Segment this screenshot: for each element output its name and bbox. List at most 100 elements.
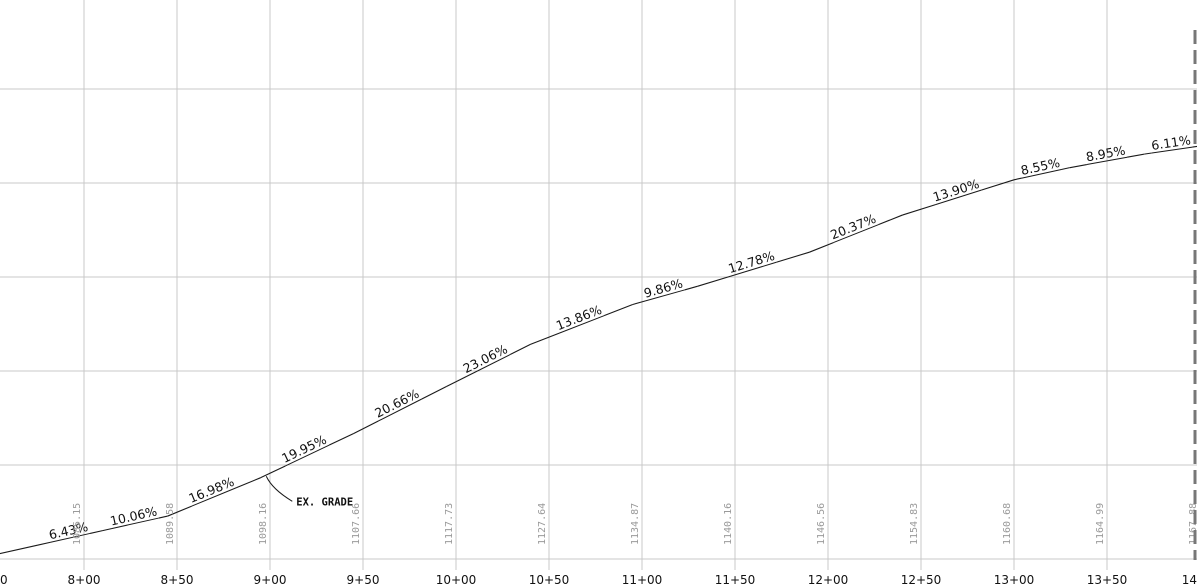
elevation-label: 1085.15 xyxy=(72,503,83,545)
elevation-label: 1140.16 xyxy=(723,503,734,545)
callout-label: EX. GRADE xyxy=(296,496,353,508)
station-label: 14 xyxy=(1182,573,1197,587)
grade-segment xyxy=(260,465,286,479)
grade-segment xyxy=(684,285,698,291)
slope-underline xyxy=(378,398,423,422)
grade-segment xyxy=(353,420,379,434)
elevation-label: 1127.64 xyxy=(537,503,548,545)
slope-underline xyxy=(730,261,777,277)
grade-segment xyxy=(603,303,633,317)
station-label: 9+00 xyxy=(254,573,287,587)
slope-label: 13.86% xyxy=(554,302,604,333)
station-label: 13+00 xyxy=(994,573,1035,587)
station-label: 10+00 xyxy=(436,573,477,587)
slope-label-group: 20.37% xyxy=(828,211,879,244)
slope-label: 10.06% xyxy=(109,503,159,528)
slope-label-group: 13.86% xyxy=(554,302,605,334)
slope-label-group: 9.86% xyxy=(642,276,686,302)
slope-label: 8.95% xyxy=(1085,143,1127,165)
slope-label-group: 13.90% xyxy=(931,176,982,206)
slope-label: 13.90% xyxy=(931,176,981,205)
grade-segment xyxy=(0,544,38,555)
grade-segment xyxy=(1192,145,1197,148)
station-label: 10+50 xyxy=(529,573,570,587)
slope-underline xyxy=(833,224,879,244)
slope-labels: 6.43%10.06%16.98%19.95%20.66%23.06%13.86… xyxy=(47,132,1193,543)
grade-segment xyxy=(1013,177,1022,181)
station-label: 12+50 xyxy=(901,573,942,587)
slope-underline xyxy=(191,487,237,507)
grade-segment xyxy=(421,385,447,400)
grade-segment xyxy=(878,214,903,226)
grade-segment xyxy=(981,179,1015,191)
grade-segment xyxy=(697,275,731,287)
slope-label: 12.78% xyxy=(726,248,776,276)
slope-label-group: 20.66% xyxy=(372,386,423,422)
grade-segment xyxy=(776,251,810,263)
slope-underline xyxy=(49,532,91,543)
slope-label-group: 6.11% xyxy=(1150,132,1193,154)
grade-segment xyxy=(1061,167,1070,170)
station-label: 9+50 xyxy=(347,573,380,587)
grade-segment xyxy=(37,541,51,546)
elevation-label: 1134.87 xyxy=(630,503,641,545)
slope-underline xyxy=(1021,168,1063,179)
slope-underline xyxy=(1151,146,1193,154)
grade-segment xyxy=(328,432,354,446)
ex-grade-callout: EX. GRADE xyxy=(265,476,353,508)
slope-underline xyxy=(558,315,605,334)
slope-underline xyxy=(111,517,159,530)
slope-label-group: 19.95% xyxy=(279,432,330,467)
slope-label: 19.95% xyxy=(279,432,329,466)
grade-segment xyxy=(509,343,531,356)
slope-label-group: 12.78% xyxy=(726,248,777,277)
elevation-labels: 1085.15 1089.58 1098.16 1107.66 1117.73 1127.… xyxy=(72,503,1197,545)
elevation-label: 1089.58 xyxy=(165,503,176,545)
station-label: 8+00 xyxy=(68,573,101,587)
grade-segment xyxy=(1127,153,1145,158)
station-label: 0 xyxy=(0,573,8,587)
slope-label: 6.11% xyxy=(1150,132,1192,153)
grade-segment xyxy=(809,242,834,253)
slope-label: 20.37% xyxy=(828,211,878,243)
station-label: 11+50 xyxy=(715,573,756,587)
slope-underline xyxy=(934,189,982,206)
grade-segment xyxy=(632,300,646,306)
station-label: 13+50 xyxy=(1087,573,1128,587)
slope-label-group: 8.55% xyxy=(1019,155,1063,179)
station-label: 12+00 xyxy=(808,573,849,587)
slope-underline xyxy=(1086,156,1128,166)
elevation-label: 1098.16 xyxy=(258,503,269,545)
grade-segment xyxy=(89,530,103,534)
grade-segment xyxy=(446,375,468,387)
slope-label-group: 6.43% xyxy=(47,519,91,543)
grid xyxy=(0,0,1197,570)
grade-segment xyxy=(1069,164,1087,169)
station-label: 8+50 xyxy=(161,573,194,587)
grade-segment xyxy=(102,528,112,532)
slope-label: 9.86% xyxy=(642,276,684,301)
elevation-label: 1107.66 xyxy=(351,503,362,545)
grade-segment xyxy=(902,204,936,216)
grade-segment xyxy=(1144,152,1152,155)
slope-underline xyxy=(645,289,686,302)
station-label: 11+00 xyxy=(622,573,663,587)
slope-underline xyxy=(466,354,511,377)
elevation-label: 1146.56 xyxy=(816,503,827,545)
slope-label-group: 10.06% xyxy=(109,503,159,530)
elevation-label: 1160.68 xyxy=(1002,503,1013,545)
existing-grade-line xyxy=(0,145,1197,555)
elevation-label: 1117.73 xyxy=(444,503,455,545)
slope-label: 16.98% xyxy=(186,474,236,506)
grade-segment xyxy=(530,332,560,345)
slope-underline xyxy=(285,444,330,467)
slope-label-group: 16.98% xyxy=(186,474,237,507)
grade-segment xyxy=(167,505,193,517)
grade-segment xyxy=(236,477,261,489)
elevation-label: 1167.88 xyxy=(1188,503,1197,545)
elevation-label: 1154.83 xyxy=(909,503,920,545)
station-labels: 0 8+00 8+50 9+00 9+50 10+00 10+50 11+00 11+50 12+… xyxy=(0,573,1197,587)
elevation-label: 1164.99 xyxy=(1095,503,1106,545)
slope-label-group: 8.95% xyxy=(1085,143,1128,166)
